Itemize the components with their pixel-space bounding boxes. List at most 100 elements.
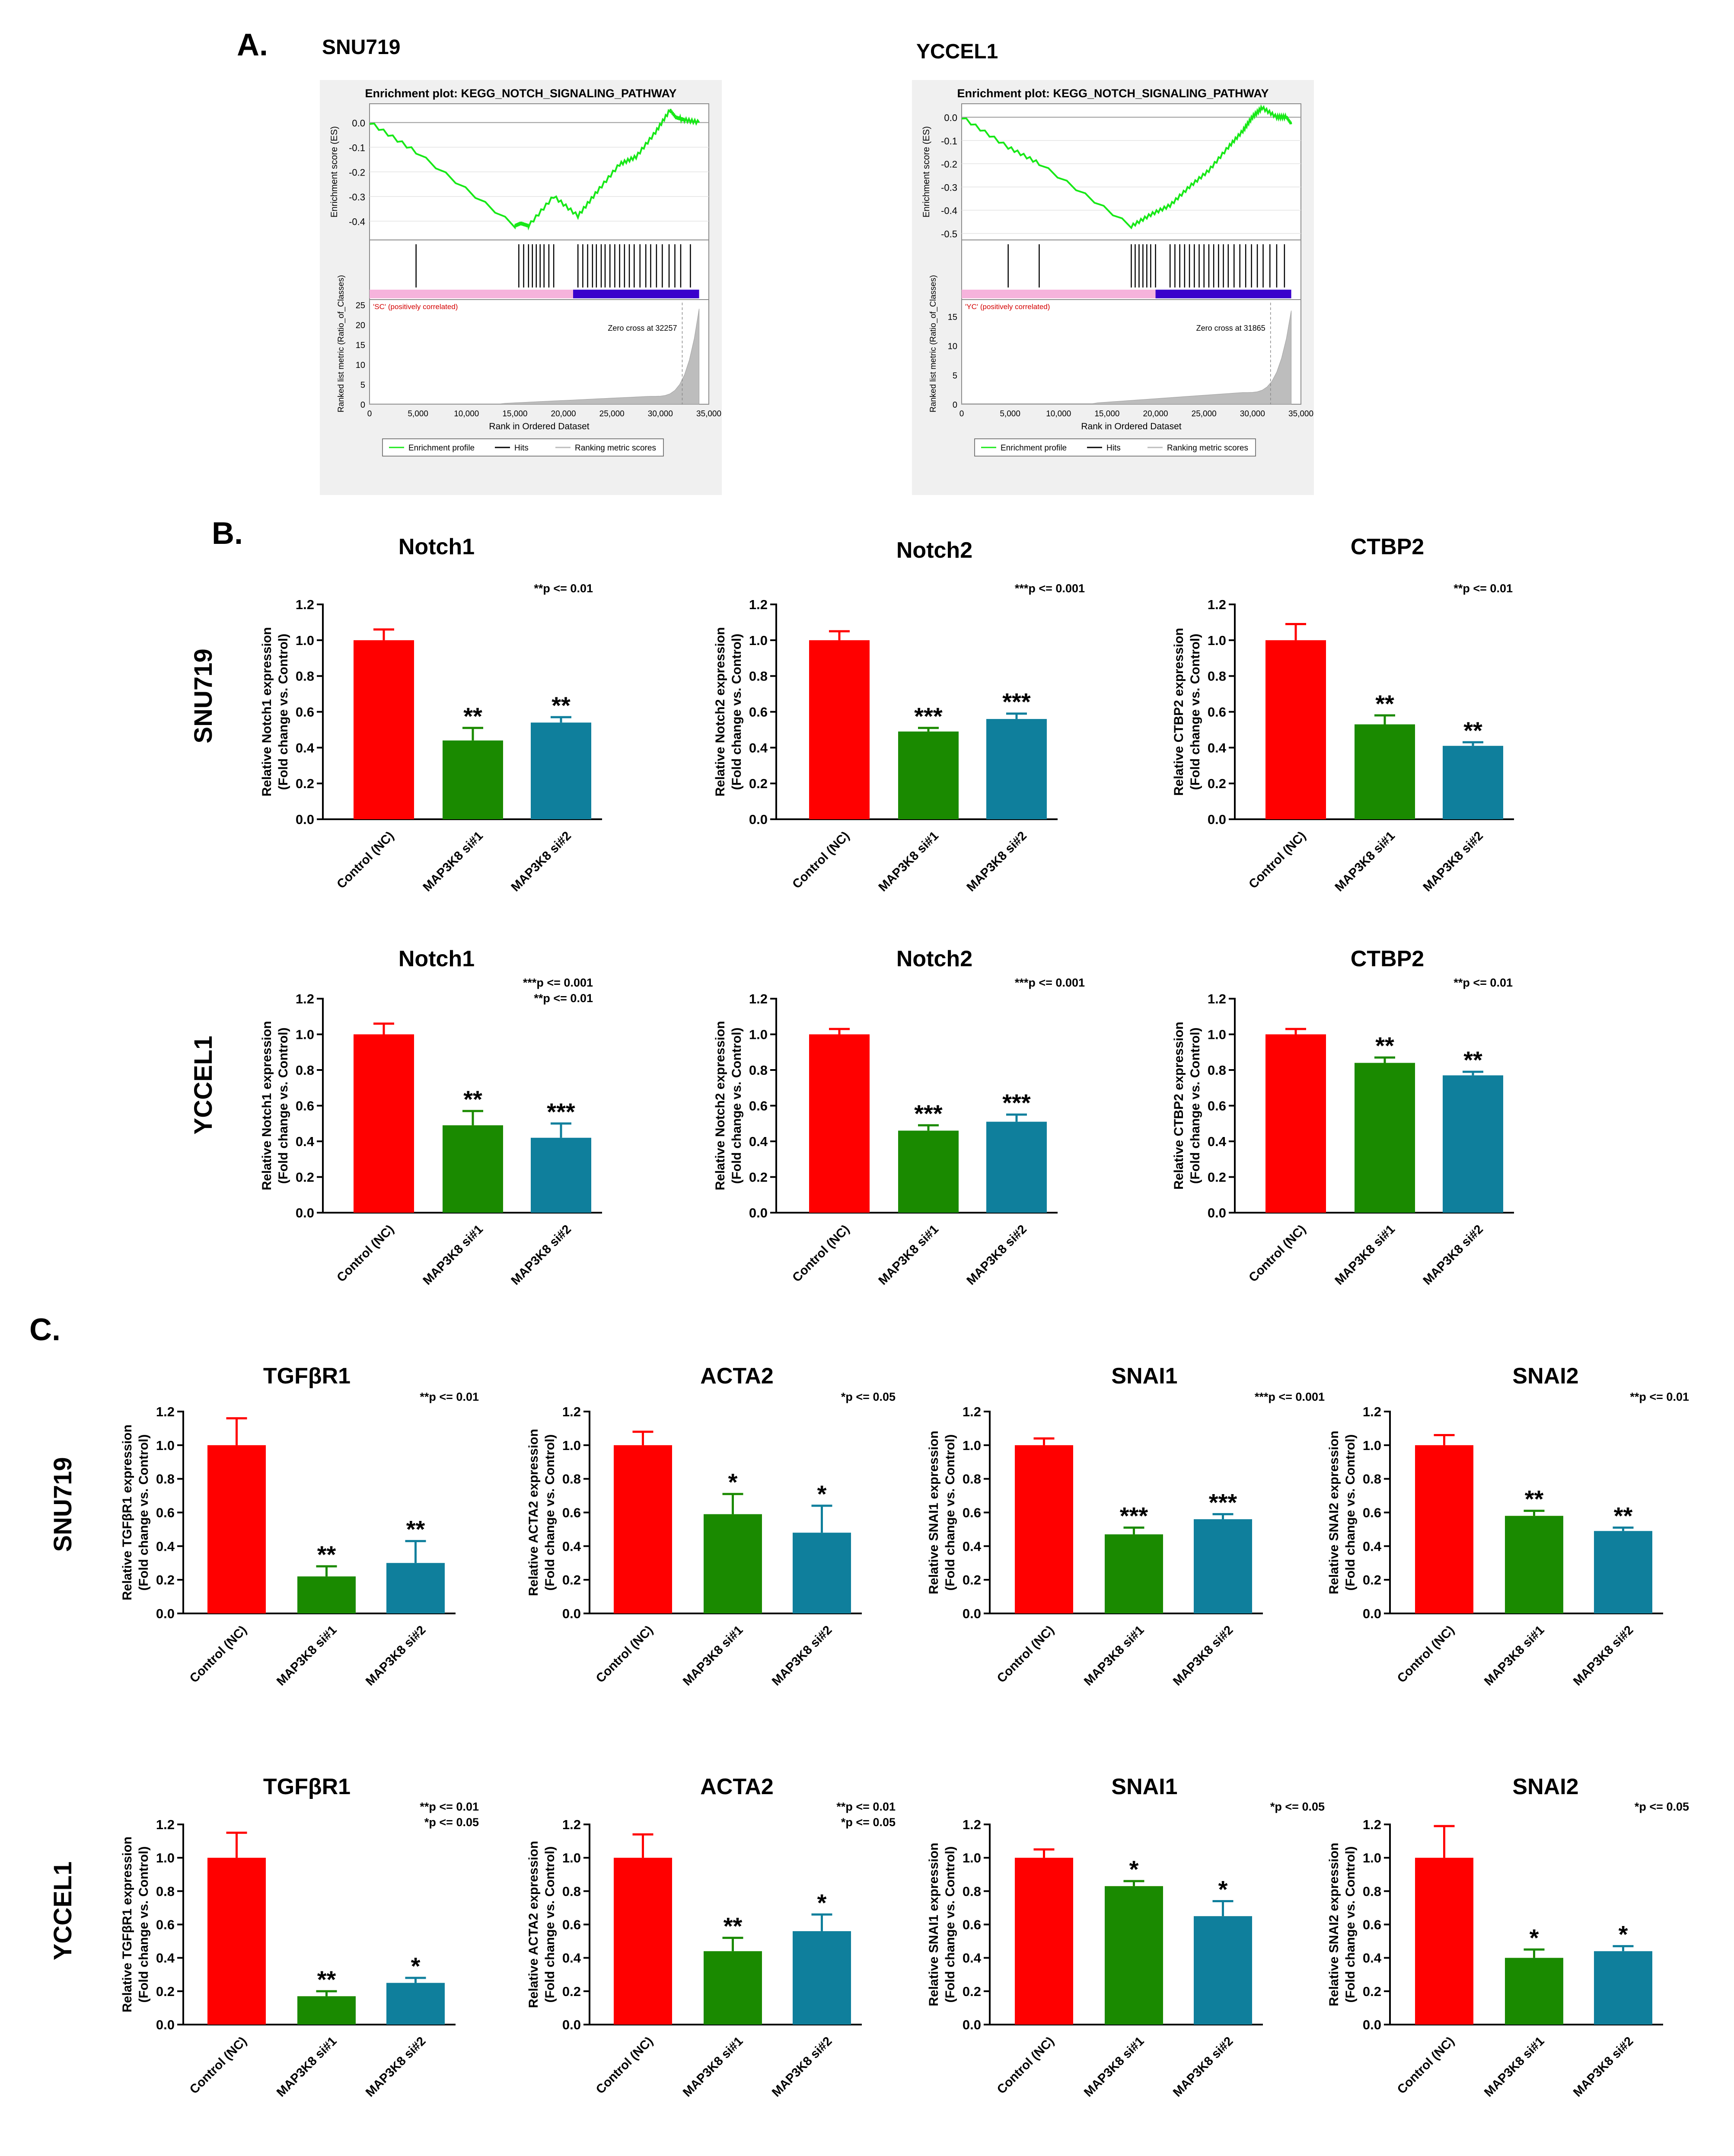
y-tick-label: 0.4 <box>296 1134 315 1149</box>
gsea-zero-cross-label: Zero cross at 31865 <box>1196 324 1265 332</box>
significance-stars: *** <box>1002 688 1031 715</box>
bar-control <box>1015 1858 1073 2025</box>
bar-control <box>1015 1445 1073 1613</box>
bar-chart-b1: Notch1 **p <= 0.01 0.0 0.2 0.4 0.6 0.8 1.0 1.2 Re… <box>260 534 602 894</box>
y-axis-label: Relative CTBP2 expression <box>1172 1022 1186 1190</box>
chart-title: ACTA2 <box>700 1774 773 1799</box>
bar-chart-b4: Notch1 ***p <= 0.001 **p <= 0.01 0.0 0.2 0.4 0… <box>260 946 602 1288</box>
bar-si1 <box>297 1576 356 1613</box>
bar-si1 <box>898 1131 959 1213</box>
category-label: MAP3K8 si#1 <box>680 1623 746 1688</box>
category-label: Control (NC) <box>334 1222 396 1284</box>
y-axis-label: Relative ACTA2 expression <box>526 1841 541 2008</box>
gsea-es-tick: 0.0 <box>944 112 957 123</box>
bar-si2 <box>1194 1519 1252 1613</box>
y-tick-label: 0.0 <box>963 2017 981 2032</box>
chart-title: CTBP2 <box>1351 534 1424 559</box>
chart-title: Notch2 <box>896 538 972 563</box>
y-tick-label: 0.8 <box>296 669 314 684</box>
y-tick-label: 0.4 <box>963 1951 982 1966</box>
gsea-legend <box>382 438 664 457</box>
significance-stars: * <box>1129 1856 1139 1883</box>
category-label: MAP3K8 si#2 <box>769 2034 835 2099</box>
y-axis-label: Relative SNAI1 expression <box>927 1843 941 2006</box>
y-tick-label: 0.2 <box>749 1170 768 1185</box>
chart-title: TGFβR1 <box>263 1774 351 1799</box>
gsea-title: Enrichment plot: KEGG_NOTCH_SIGNALING_PA… <box>957 87 1269 100</box>
y-tick-label: 1.0 <box>296 633 314 648</box>
significance-stars: * <box>728 1469 738 1496</box>
y-axis-label-line2: (Fold change vs. Control) <box>943 1434 957 1591</box>
p-value-note: *p <= 0.05 <box>1635 1800 1689 1813</box>
significance-stars: ** <box>1463 1046 1482 1073</box>
chart-title: ACTA2 <box>700 1364 773 1389</box>
category-label: MAP3K8 si#1 <box>1332 1222 1398 1287</box>
gsea-title: Enrichment plot: KEGG_NOTCH_SIGNALING_PA… <box>365 87 676 100</box>
y-tick-label: 0.8 <box>1208 669 1226 684</box>
p-value-note: ***p <= 0.001 <box>1015 582 1085 595</box>
y-tick-label: 0.4 <box>1208 1134 1227 1149</box>
gsea-x-tick: 25,000 <box>1192 409 1217 418</box>
y-axis-label: Relative Notch1 expression <box>260 627 274 797</box>
gsea-metric-tick: 25 <box>356 301 365 310</box>
y-tick-label: 0.6 <box>749 705 768 720</box>
y-tick-label: 0.0 <box>296 812 314 827</box>
significance-stars: ** <box>1375 1032 1394 1059</box>
y-tick-label: 0.4 <box>156 1539 175 1554</box>
category-label: MAP3K8 si#1 <box>1482 1623 1547 1688</box>
significance-stars: *** <box>1002 1089 1031 1116</box>
gsea-x-tick: 5,000 <box>1000 409 1020 418</box>
y-tick-label: 0.4 <box>1363 1951 1382 1966</box>
y-tick-label: 0.4 <box>963 1539 982 1554</box>
y-tick-label: 0.8 <box>562 1884 581 1899</box>
y-tick-label: 0.0 <box>562 2017 581 2032</box>
category-label: MAP3K8 si#2 <box>363 2034 428 2099</box>
y-tick-label: 1.0 <box>963 1438 981 1453</box>
y-tick-label: 0.0 <box>749 812 768 827</box>
y-tick-label: 1.2 <box>296 597 314 612</box>
y-tick-label: 1.0 <box>749 633 768 648</box>
bar-chart-c1: TGFβR1 **p <= 0.01 0.0 0.2 0.4 0.6 0.8 1.0 1.2 Re… <box>120 1364 479 1689</box>
y-tick-label: 0.4 <box>296 740 315 755</box>
y-axis-label-line2: (Fold change vs. Control) <box>1343 1846 1358 2003</box>
y-tick-label: 0.8 <box>156 1472 175 1487</box>
y-tick-label: 0.8 <box>749 669 768 684</box>
gsea-es-tick: -0.2 <box>941 159 957 170</box>
category-label: Control (NC) <box>187 1623 249 1685</box>
category-label: MAP3K8 si#1 <box>421 829 486 894</box>
bar-chart-b5: Notch2 ***p <= 0.001 0.0 0.2 0.4 0.6 0.8 1.0 1.2… <box>713 946 1085 1288</box>
y-axis-label: Relative Notch2 expression <box>713 1021 727 1191</box>
significance-stars: * <box>817 1889 827 1916</box>
bar-chart-c2: ACTA2 *p <= 0.05 0.0 0.2 0.4 0.6 0.8 1.0 1.2 Rela… <box>526 1364 896 1689</box>
category-label: MAP3K8 si#1 <box>1081 1623 1147 1688</box>
gsea-x-tick: 0 <box>959 409 964 418</box>
y-tick-label: 0.4 <box>1363 1539 1382 1554</box>
y-tick-label: 1.0 <box>156 1438 175 1453</box>
category-label: MAP3K8 si#1 <box>876 829 941 894</box>
bar-control <box>354 1034 414 1213</box>
bar-control <box>1415 1445 1473 1613</box>
y-tick-label: 1.0 <box>1363 1850 1381 1865</box>
category-label: MAP3K8 si#2 <box>1170 1623 1236 1688</box>
bar-si1 <box>1355 724 1415 819</box>
gsea-x-tick: 15,000 <box>1094 409 1119 418</box>
bar-si1 <box>1105 1534 1163 1613</box>
p-value-note: *p <= 0.05 <box>841 1390 896 1403</box>
gsea-x-tick: 20,000 <box>1143 409 1168 418</box>
gsea-x-tick: 15,000 <box>502 409 527 418</box>
bar-control <box>614 1858 672 2025</box>
y-axis-label-line2: (Fold change vs. Control) <box>730 1028 744 1184</box>
y-axis-label-line2: (Fold change vs. Control) <box>730 634 744 790</box>
y-axis-label: Relative CTBP2 expression <box>1172 628 1186 796</box>
bar-si2 <box>531 1137 591 1213</box>
y-tick-label: 1.0 <box>296 1027 314 1042</box>
gsea-xlabel: Rank in Ordered Dataset <box>489 422 589 431</box>
significance-stars: *** <box>914 703 943 730</box>
panel-label-b: B. <box>212 516 243 551</box>
bar-si1 <box>297 1996 356 2025</box>
category-label: Control (NC) <box>187 2034 249 2096</box>
gsea-es-tick: -0.4 <box>349 217 365 227</box>
y-tick-label: 0.8 <box>963 1884 981 1899</box>
gsea-metric-tick: 15 <box>948 313 957 322</box>
gsea-es-tick: -0.3 <box>941 182 957 193</box>
